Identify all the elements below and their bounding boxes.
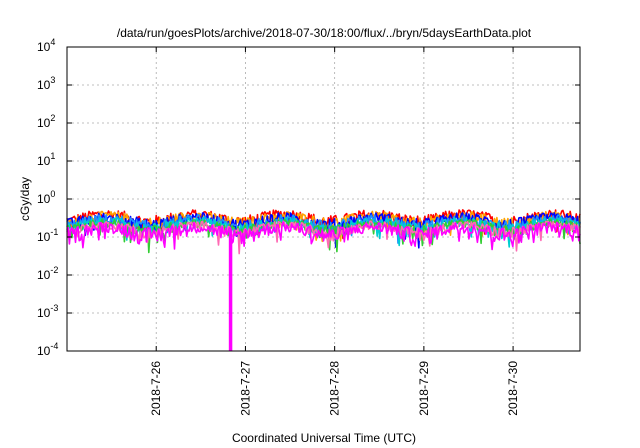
y-axis-label: cGy/day [18,177,32,221]
series-group [66,209,581,255]
y-tick-label: 100 [37,189,55,206]
x-axis-label: Coordinated Universal Time (UTC) [232,431,416,445]
y-tick-label: 103 [37,75,55,92]
series-line [66,210,581,243]
y-tick-label: 10-1 [37,227,58,244]
series-line [66,221,581,251]
y-tick-label: 104 [37,37,55,54]
y-tick-label: 10-4 [37,341,58,358]
x-tick-label: 2018-7-30 [506,361,520,416]
x-axis: 2018-7-26 2018-7-27 2018-7-28 2018-7-29 2018… [149,47,520,416]
y-tick-label: 102 [37,113,55,130]
x-tick-label: 2018-7-27 [238,361,252,416]
y-tick-label: 10-2 [37,265,58,282]
y-axis: 10-4 10-3 10-2 10-1 100 101 102 103 104 [37,37,580,358]
chart-title: /data/run/goesPlots/archive/2018-07-30/1… [117,26,532,40]
grid [67,47,580,351]
y-tick-label: 10-3 [37,303,58,320]
x-tick-label: 2018-7-29 [417,361,431,416]
x-tick-label: 2018-7-28 [328,361,342,416]
y-tick-label: 101 [37,151,55,168]
x-tick-label: 2018-7-26 [149,361,163,416]
